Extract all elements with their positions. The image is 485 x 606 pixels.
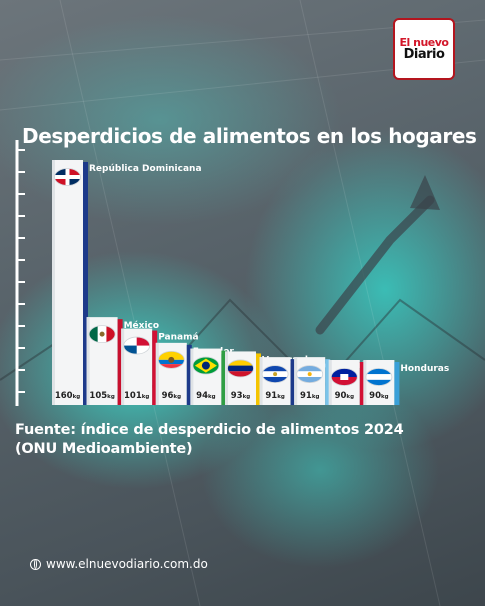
bar-group: Ecuador96kg	[155, 342, 234, 405]
bar-group: Haití90kg	[328, 360, 391, 405]
value-label: 91kg	[265, 391, 285, 401]
website-url: www.elnuevodiario.com.do	[46, 557, 208, 571]
flag-panama-icon	[123, 336, 151, 355]
flag-venezuela-icon	[227, 359, 254, 378]
category-label: Panamá	[158, 333, 198, 343]
bar-shade	[294, 357, 298, 405]
flag-mexico-icon	[88, 325, 116, 344]
bar-chart: República Dominicana 160kg México 105kg Pana…	[15, 140, 449, 406]
y-axis	[15, 140, 25, 406]
source-note: Fuente: índice de desperdicio de aliment…	[15, 422, 404, 457]
bar-shade	[52, 160, 55, 405]
value-label: 105kg	[89, 391, 114, 401]
bar-accent	[359, 362, 365, 405]
bar-group: Panamá 101kg	[121, 328, 199, 405]
bar-accent	[325, 359, 331, 405]
category-label: República Dominicana	[89, 164, 202, 174]
bar-accent	[117, 319, 123, 405]
bar-shade	[363, 360, 367, 405]
value-label: 91kg	[300, 391, 320, 401]
bar-accent	[256, 353, 261, 405]
website-footer: www.elnuevodiario.com.do	[30, 557, 208, 571]
brand-line-2: Diario	[403, 47, 445, 62]
value-label: 90kg	[335, 391, 355, 401]
bar-accent	[186, 344, 192, 405]
flag-brazil-icon	[192, 356, 220, 375]
bar-shade	[155, 342, 159, 405]
flag-argentina-icon	[296, 365, 324, 384]
flag-el-salvador-icon	[261, 365, 289, 384]
brand-line-1: El nuevo	[399, 36, 449, 49]
bar-accent	[290, 359, 296, 405]
flag-ecuador-icon	[157, 350, 185, 369]
flag-haiti-icon	[330, 368, 358, 386]
bar-accent	[83, 162, 88, 405]
bar-shade	[328, 360, 332, 405]
value-label: 96kg	[162, 391, 182, 401]
bar-group: Venezuela93kg	[225, 351, 314, 405]
brand-logo: El nuevo Diario	[393, 18, 455, 80]
flag-dominican-republic-icon	[54, 168, 81, 186]
bar-shade	[190, 348, 194, 405]
bar-accent	[221, 350, 227, 405]
bar-shade	[86, 317, 90, 405]
bar	[52, 160, 83, 405]
bar-group: México 105kg	[86, 317, 159, 405]
globe-icon	[30, 558, 41, 570]
value-label: 93kg	[231, 391, 251, 401]
flag-honduras-icon	[365, 368, 393, 386]
bar-accent	[394, 362, 400, 405]
bar-shade	[121, 328, 125, 405]
bar-shade	[259, 357, 263, 405]
bar-group: República Dominicana 160kg	[52, 160, 202, 405]
page-title: Desperdicios de alimentos en los hogares	[22, 124, 477, 148]
category-label: México	[124, 320, 159, 331]
value-label: 94kg	[196, 391, 216, 401]
category-label: Honduras	[400, 364, 449, 374]
value-label: 160kg	[55, 391, 80, 401]
value-label: 101kg	[124, 391, 149, 401]
value-label: 90kg	[369, 391, 389, 401]
bar-shade	[225, 351, 228, 405]
bar-group: Honduras 90kg	[363, 360, 449, 405]
bar-accent	[152, 330, 158, 405]
